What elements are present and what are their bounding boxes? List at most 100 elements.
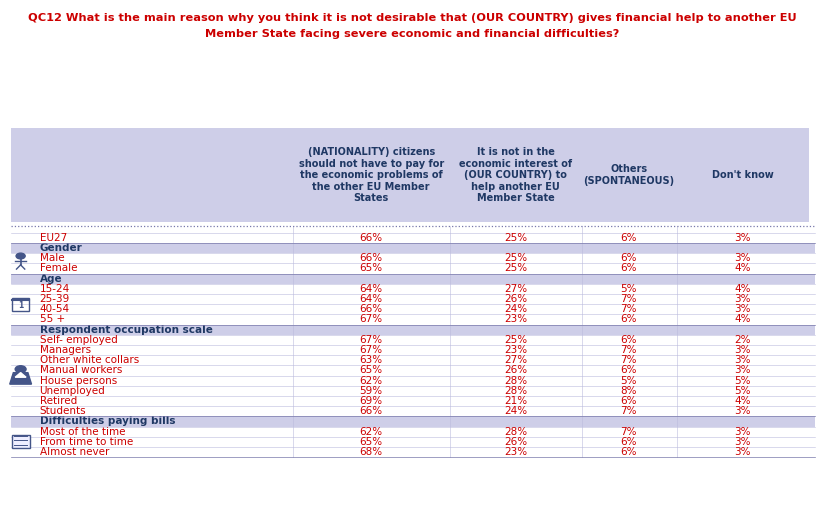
Text: Retired: Retired — [40, 396, 77, 406]
Text: Manual workers: Manual workers — [40, 366, 122, 376]
Text: 7%: 7% — [620, 294, 637, 304]
Polygon shape — [15, 372, 21, 377]
Text: 5%: 5% — [620, 376, 637, 385]
Text: 4%: 4% — [734, 396, 751, 406]
Text: 65%: 65% — [360, 366, 383, 376]
Text: 27%: 27% — [504, 284, 527, 294]
Text: 23%: 23% — [504, 314, 527, 324]
Text: 28%: 28% — [504, 386, 527, 396]
Text: 6%: 6% — [620, 335, 637, 345]
Text: 69%: 69% — [360, 396, 383, 406]
Bar — [11, 416, 815, 426]
Text: 59%: 59% — [360, 386, 383, 396]
Text: 24%: 24% — [504, 304, 527, 314]
Text: 6%: 6% — [620, 253, 637, 263]
Text: It is not in the
economic interest of
(OUR COUNTRY) to
help another EU
Member St: It is not in the economic interest of (O… — [459, 147, 573, 203]
Text: 67%: 67% — [360, 314, 383, 324]
Text: 28%: 28% — [504, 376, 527, 385]
Text: 3%: 3% — [734, 233, 751, 243]
Text: 62%: 62% — [360, 427, 383, 437]
Text: Others
(SPONTANEOUS): Others (SPONTANEOUS) — [583, 164, 674, 186]
Text: 3%: 3% — [734, 253, 751, 263]
Text: 3%: 3% — [734, 355, 751, 365]
Text: 21%: 21% — [504, 396, 527, 406]
Text: 1: 1 — [18, 301, 23, 310]
Text: Female: Female — [40, 264, 77, 274]
Text: 25%: 25% — [504, 264, 527, 274]
Text: Member State facing severe economic and financial difficulties?: Member State facing severe economic and … — [205, 29, 620, 39]
Text: 66%: 66% — [360, 233, 383, 243]
Text: 62%: 62% — [360, 376, 383, 385]
Text: Unemployed: Unemployed — [40, 386, 106, 396]
Bar — [11, 324, 815, 335]
Text: 5%: 5% — [734, 376, 751, 385]
Circle shape — [15, 366, 26, 372]
Text: 6%: 6% — [620, 264, 637, 274]
Text: 7%: 7% — [620, 355, 637, 365]
Text: 6%: 6% — [620, 233, 637, 243]
Text: 25%: 25% — [504, 253, 527, 263]
Text: 26%: 26% — [504, 437, 527, 447]
Bar — [12, 436, 30, 448]
Text: 3%: 3% — [734, 366, 751, 376]
Text: Other white collars: Other white collars — [40, 355, 139, 365]
Text: 3%: 3% — [734, 447, 751, 457]
Text: 64%: 64% — [360, 284, 383, 294]
Text: 5%: 5% — [620, 284, 637, 294]
Text: 6%: 6% — [620, 366, 637, 376]
Text: From time to time: From time to time — [40, 437, 133, 447]
Text: 40-54: 40-54 — [40, 304, 70, 314]
Text: 24%: 24% — [504, 406, 527, 416]
Text: 3%: 3% — [734, 294, 751, 304]
Bar — [11, 128, 808, 222]
Text: QC12 What is the main reason why you think it is not desirable that (OUR COUNTRY: QC12 What is the main reason why you thi… — [28, 13, 797, 23]
Circle shape — [16, 253, 26, 259]
Text: 15-24: 15-24 — [40, 284, 70, 294]
Text: 63%: 63% — [360, 355, 383, 365]
Text: 7%: 7% — [620, 345, 637, 355]
Bar — [11, 274, 815, 283]
Text: 68%: 68% — [360, 447, 383, 457]
Text: 4%: 4% — [734, 314, 751, 324]
Text: 2%: 2% — [734, 335, 751, 345]
Text: 26%: 26% — [504, 294, 527, 304]
Text: 3%: 3% — [734, 304, 751, 314]
Text: 25%: 25% — [504, 233, 527, 243]
Text: 64%: 64% — [360, 294, 383, 304]
Text: Difficulties paying bills: Difficulties paying bills — [40, 416, 175, 426]
Text: 8%: 8% — [620, 386, 637, 396]
Text: (NATIONALITY) citizens
should not have to pay for
the economic problems of
the o: (NATIONALITY) citizens should not have t… — [299, 147, 444, 203]
Text: 4%: 4% — [734, 284, 751, 294]
Text: 6%: 6% — [620, 437, 637, 447]
Text: 65%: 65% — [360, 437, 383, 447]
Bar — [12, 299, 29, 311]
Text: 3%: 3% — [734, 437, 751, 447]
Text: Self- employed: Self- employed — [40, 335, 117, 345]
Text: 66%: 66% — [360, 406, 383, 416]
Text: 65%: 65% — [360, 264, 383, 274]
Text: 7%: 7% — [620, 406, 637, 416]
Text: EU27: EU27 — [40, 233, 67, 243]
Text: 3%: 3% — [734, 345, 751, 355]
Text: 26%: 26% — [504, 366, 527, 376]
Text: Gender: Gender — [40, 243, 82, 253]
Bar — [11, 243, 815, 253]
Text: 4%: 4% — [734, 264, 751, 274]
Text: 28%: 28% — [504, 427, 527, 437]
Text: Managers: Managers — [40, 345, 91, 355]
Text: 27%: 27% — [504, 355, 527, 365]
Text: Students: Students — [40, 406, 87, 416]
Text: 23%: 23% — [504, 447, 527, 457]
Text: 3%: 3% — [734, 406, 751, 416]
Text: Don't know: Don't know — [712, 170, 773, 180]
Text: Male: Male — [40, 253, 64, 263]
Text: Most of the time: Most of the time — [40, 427, 125, 437]
Text: 6%: 6% — [620, 314, 637, 324]
Text: 5%: 5% — [734, 386, 751, 396]
Text: Respondent occupation scale: Respondent occupation scale — [40, 325, 213, 335]
Polygon shape — [21, 372, 26, 377]
Text: 25%: 25% — [504, 335, 527, 345]
Polygon shape — [10, 372, 31, 384]
Text: 66%: 66% — [360, 253, 383, 263]
Text: House persons: House persons — [40, 376, 117, 385]
